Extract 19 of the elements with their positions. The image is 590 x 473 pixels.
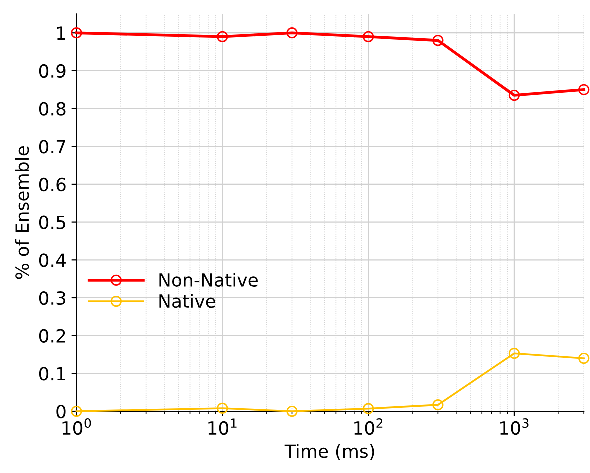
legend-label: Native: [160, 294, 216, 308]
legend-label: Non-Native: [160, 273, 258, 288]
x-axis-title: Time (ms): [284, 444, 374, 460]
x-tick-label: 10$^{1}$: [208, 418, 237, 436]
y-tick-label: 0.5: [39, 216, 66, 230]
y-tick-label: 0: [56, 404, 66, 419]
y-axis-title: % of Ensemble: [15, 146, 30, 280]
x-tick-label: 10$^{0}$: [62, 418, 92, 436]
y-tick-label: 0.1: [39, 367, 66, 381]
x-tick-label: 10$^{2}$: [354, 418, 383, 436]
y-tick-label: 0.4: [39, 254, 66, 268]
x-tick-label: 10$^{3}$: [500, 418, 529, 436]
y-tick-label: 1: [57, 26, 66, 40]
y-tick-label: 0.8: [39, 102, 66, 116]
y-tick-label: 0.9: [39, 64, 66, 78]
y-tick-label: 0.6: [39, 178, 66, 192]
y-tick-label: 0.3: [39, 291, 66, 306]
y-tick-label: 0.7: [39, 140, 66, 154]
y-tick-label: 0.2: [39, 329, 66, 343]
